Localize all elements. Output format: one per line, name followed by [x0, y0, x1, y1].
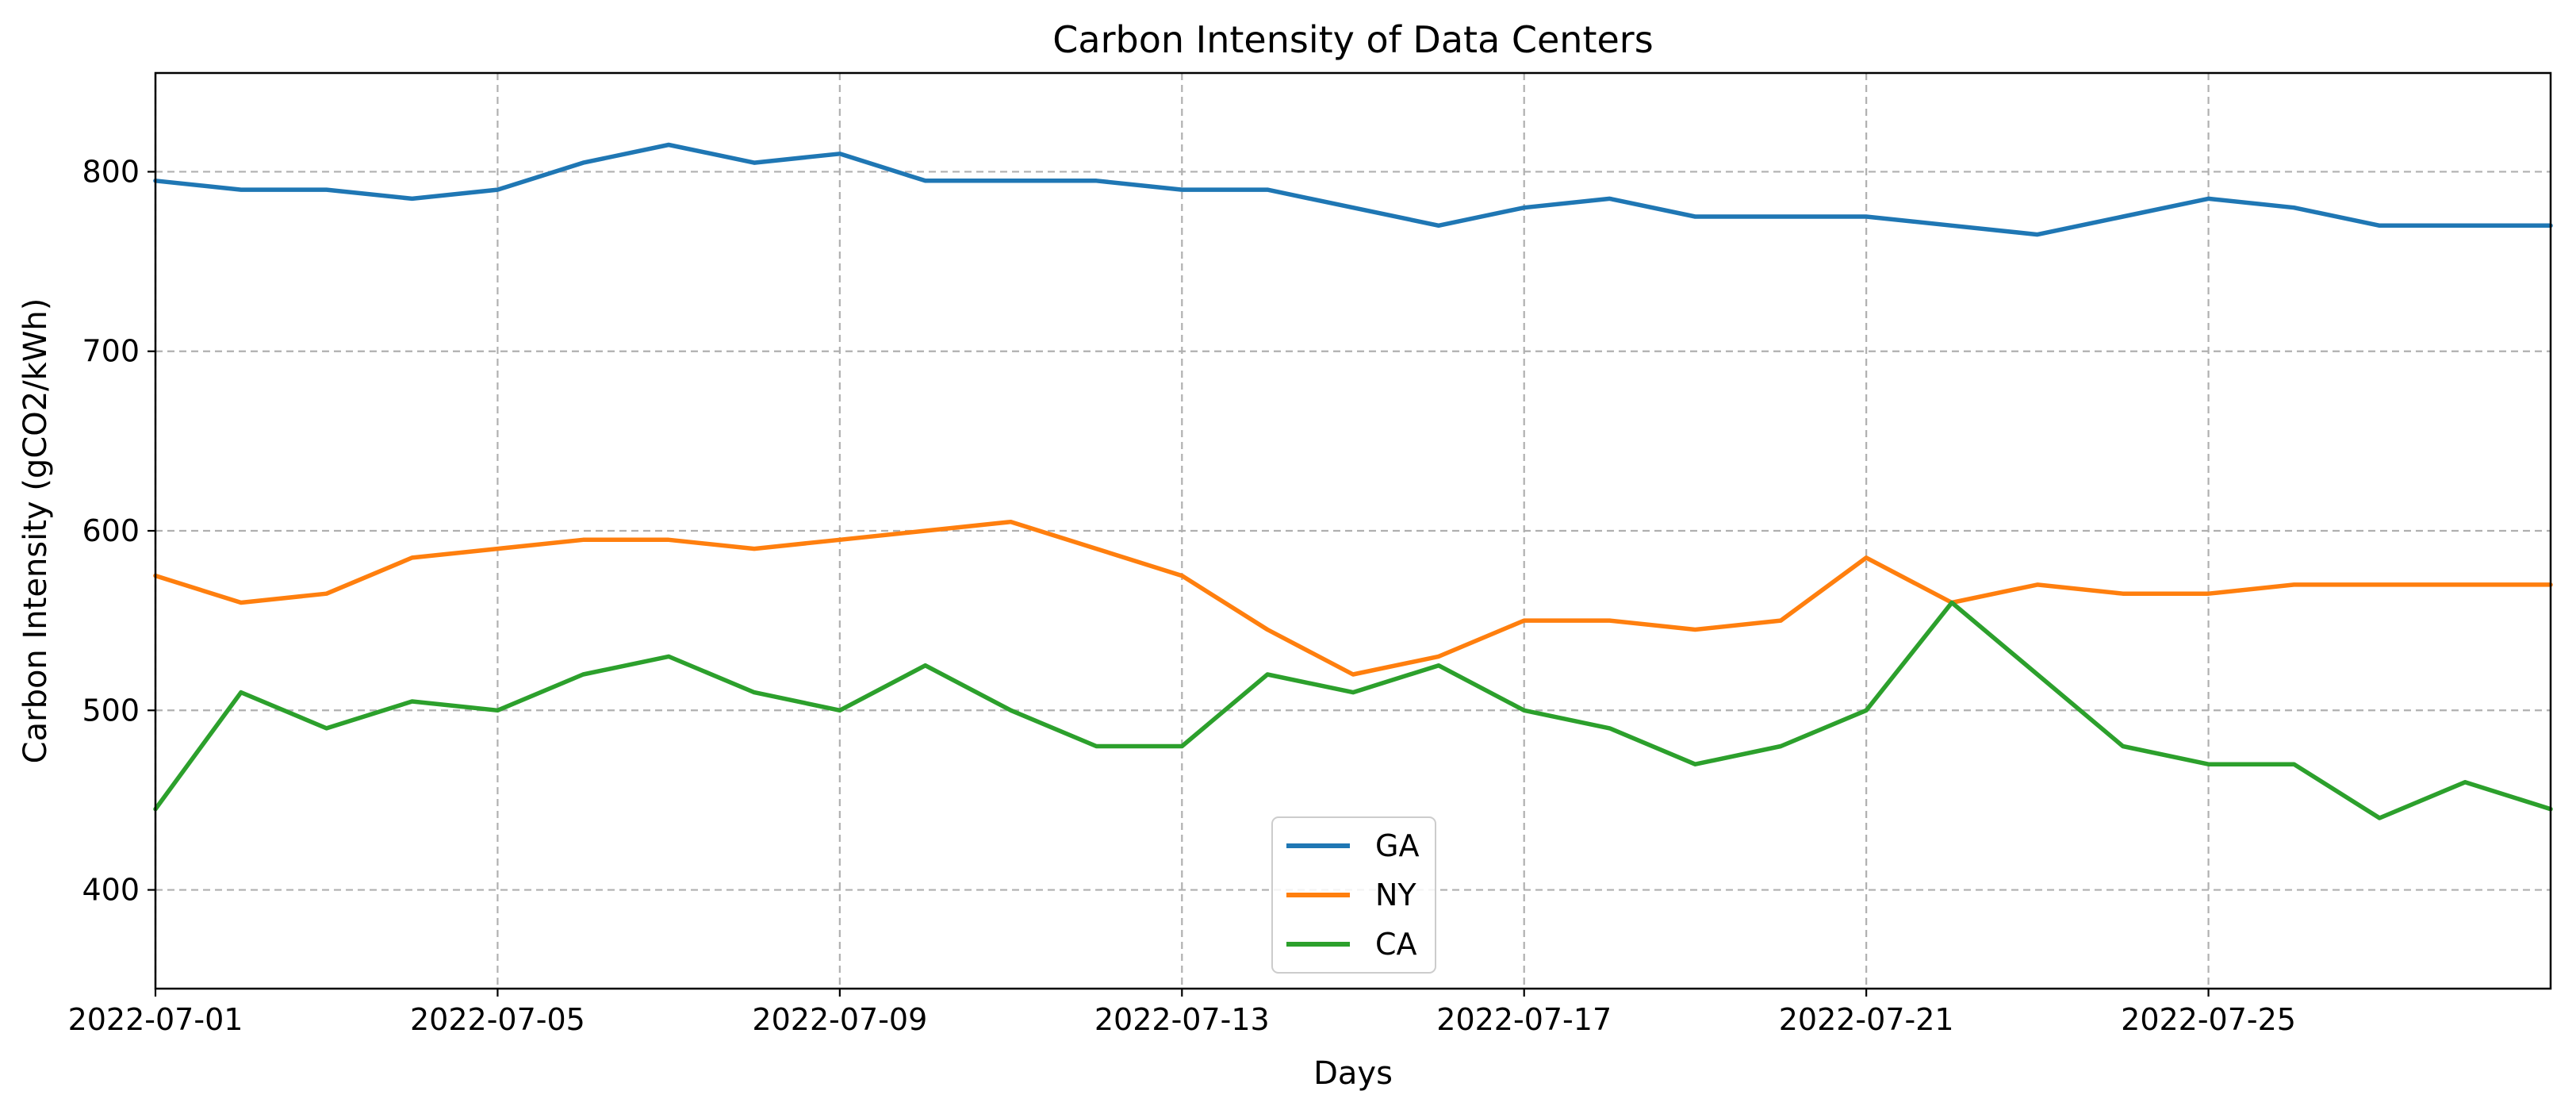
- series-line-ny: [153, 519, 2553, 677]
- legend-box: [1271, 816, 1436, 974]
- legend: GA NY CA: [1271, 816, 1436, 974]
- legend-label-ga: GA: [1375, 828, 1419, 863]
- x-tick-label: 2022-07-17: [1436, 1002, 1612, 1037]
- y-tick-label: 600: [82, 513, 140, 548]
- chart-title: Carbon Intensity of Data Centers: [1052, 18, 1653, 61]
- y-tick-label: 800: [82, 154, 140, 189]
- x-tick-label: 2022-07-05: [410, 1002, 585, 1037]
- x-tick-label: 2022-07-25: [2121, 1002, 2296, 1037]
- series-line-ga: [153, 142, 2553, 237]
- x-tick-label: 2022-07-21: [1779, 1002, 1954, 1037]
- x-tick-label: 2022-07-01: [68, 1002, 243, 1037]
- tick-layer: 400 500 600 700 800 2022-07-01 2022-07-05 2022-…: [68, 154, 2296, 1037]
- legend-label-ca: CA: [1375, 927, 1417, 962]
- y-tick-label: 700: [82, 334, 140, 369]
- x-axis-label: Days: [1313, 1055, 1393, 1092]
- x-tick-label: 2022-07-09: [752, 1002, 927, 1037]
- y-axis-label: Carbon Intensity (gCO2/kWh): [17, 298, 54, 764]
- series-line-ca: [153, 600, 2553, 820]
- series-layer: [153, 142, 2553, 820]
- y-tick-label: 400: [82, 873, 140, 908]
- x-tick-label: 2022-07-13: [1094, 1002, 1270, 1037]
- y-tick-label: 500: [82, 693, 140, 728]
- legend-label-ny: NY: [1375, 878, 1416, 912]
